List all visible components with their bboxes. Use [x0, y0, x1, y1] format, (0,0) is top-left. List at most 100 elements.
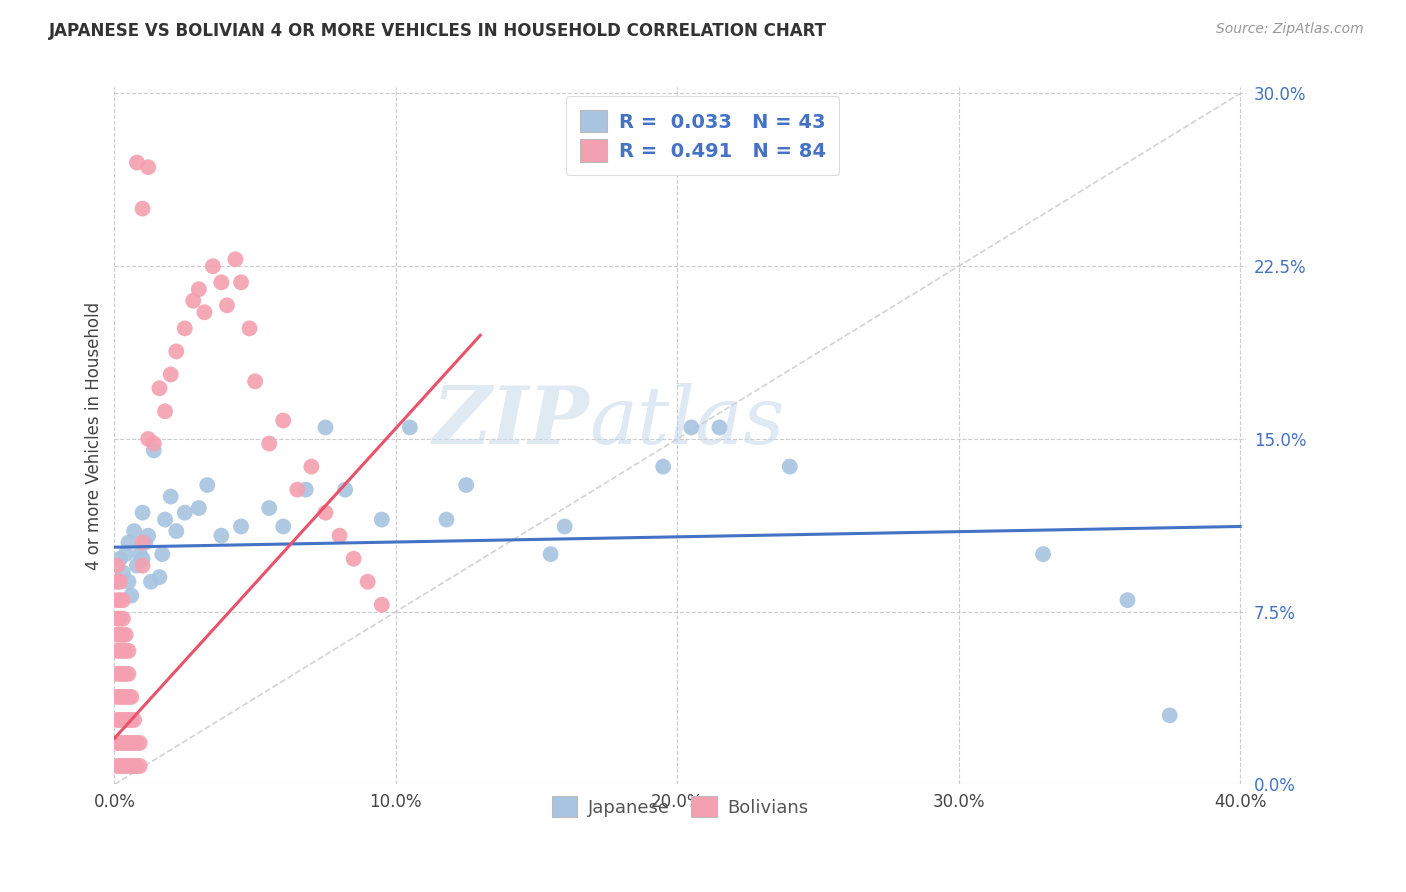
Point [153, 512, 176, 526]
Point [131, 202, 153, 216]
Point [111, 713, 134, 727]
Point [314, 420, 336, 434]
Point [125, 155, 148, 169]
Point [105, 690, 128, 704]
Point [159, 490, 181, 504]
Point [111, 611, 134, 625]
Point [294, 483, 316, 497]
Point [120, 713, 142, 727]
Point [271, 413, 294, 427]
Point [111, 736, 134, 750]
Point [1159, 708, 1181, 723]
Point [271, 519, 294, 533]
Point [105, 713, 128, 727]
Point [257, 501, 280, 516]
Point [243, 375, 266, 389]
Point [122, 759, 145, 773]
Point [131, 535, 153, 549]
Point [108, 736, 131, 750]
Point [150, 547, 173, 561]
Point [215, 298, 238, 312]
Point [105, 628, 128, 642]
Point [117, 535, 139, 549]
Point [114, 713, 136, 727]
Point [108, 759, 131, 773]
Point [165, 344, 187, 359]
Point [108, 713, 131, 727]
Point [117, 736, 139, 750]
Point [105, 736, 128, 750]
Point [122, 524, 145, 538]
Point [117, 644, 139, 658]
Legend: Japanese, Bolivians: Japanese, Bolivians [544, 789, 815, 824]
Point [117, 690, 139, 704]
Point [114, 759, 136, 773]
Point [148, 381, 170, 395]
Point [108, 628, 131, 642]
Point [114, 628, 136, 642]
Point [105, 666, 128, 681]
Point [399, 420, 422, 434]
Point [108, 666, 131, 681]
Point [1116, 593, 1139, 607]
Point [229, 276, 252, 290]
Point [153, 404, 176, 418]
Point [314, 506, 336, 520]
Point [165, 524, 187, 538]
Point [105, 644, 128, 658]
Point [120, 690, 142, 704]
Point [136, 160, 159, 174]
Point [131, 558, 153, 573]
Point [117, 713, 139, 727]
Point [224, 252, 246, 267]
Text: JAPANESE VS BOLIVIAN 4 OR MORE VEHICLES IN HOUSEHOLD CORRELATION CHART: JAPANESE VS BOLIVIAN 4 OR MORE VEHICLES … [49, 22, 827, 40]
Point [328, 529, 350, 543]
Point [181, 293, 204, 308]
Point [554, 519, 576, 533]
Point [173, 321, 195, 335]
Point [209, 276, 232, 290]
Point [108, 690, 131, 704]
Point [148, 570, 170, 584]
Point [128, 759, 150, 773]
Point [187, 282, 209, 296]
Point [111, 628, 134, 642]
Point [122, 736, 145, 750]
Point [114, 736, 136, 750]
Point [105, 574, 128, 589]
Point [187, 501, 209, 516]
Point [108, 644, 131, 658]
Point [114, 666, 136, 681]
Point [117, 574, 139, 589]
Point [111, 666, 134, 681]
Point [114, 644, 136, 658]
Y-axis label: 4 or more Vehicles in Household: 4 or more Vehicles in Household [86, 301, 103, 570]
Point [111, 644, 134, 658]
Point [456, 478, 478, 492]
Point [779, 459, 801, 474]
Point [139, 574, 162, 589]
Point [117, 666, 139, 681]
Point [201, 259, 224, 273]
Point [142, 443, 165, 458]
Point [142, 436, 165, 450]
Point [105, 759, 128, 773]
Text: ZIP: ZIP [433, 383, 589, 460]
Point [111, 566, 134, 580]
Point [108, 593, 131, 607]
Point [229, 519, 252, 533]
Point [436, 512, 458, 526]
Point [709, 420, 731, 434]
Point [125, 558, 148, 573]
Point [209, 529, 232, 543]
Point [120, 759, 142, 773]
Point [371, 512, 394, 526]
Point [114, 547, 136, 561]
Point [105, 611, 128, 625]
Point [120, 736, 142, 750]
Point [681, 420, 703, 434]
Point [173, 506, 195, 520]
Point [257, 436, 280, 450]
Point [128, 547, 150, 561]
Point [111, 593, 134, 607]
